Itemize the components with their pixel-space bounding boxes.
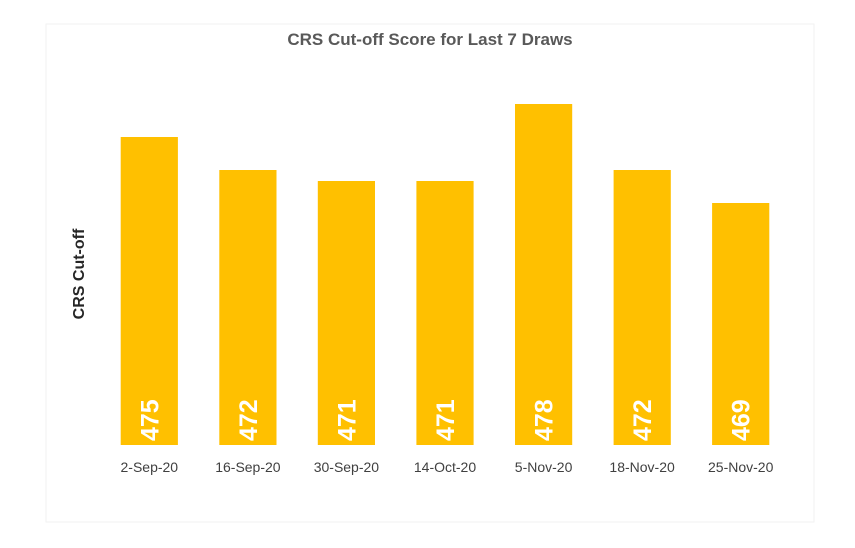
x-tick-label-5-Nov-20: 5-Nov-20 bbox=[515, 459, 573, 475]
data-labels: 475 472 471 471 478 472 469 bbox=[136, 399, 755, 441]
bar-18-Nov-20 bbox=[613, 170, 671, 445]
x-tick-label-16-Sep-20: 16-Sep-20 bbox=[215, 459, 281, 475]
bar-25-Nov-20 bbox=[712, 203, 770, 445]
data-label-14-Oct-20: 471 bbox=[432, 399, 460, 441]
x-axis-tick-labels: 2-Sep-20 16-Sep-20 30-Sep-20 14-Oct-20 5-Nov… bbox=[121, 459, 774, 475]
y-axis-label: CRS Cut-off bbox=[71, 228, 88, 319]
bars bbox=[120, 104, 770, 445]
chart-title: CRS Cut-off Score for Last 7 Draws bbox=[287, 30, 572, 49]
data-label-18-Nov-20: 472 bbox=[629, 399, 657, 441]
x-tick-label-18-Nov-20: 18-Nov-20 bbox=[609, 459, 675, 475]
x-tick-label-2-Sep-20: 2-Sep-20 bbox=[121, 459, 179, 475]
data-label-30-Sep-20: 471 bbox=[333, 399, 361, 441]
data-label-25-Nov-20: 469 bbox=[728, 399, 756, 441]
data-label-2-Sep-20: 475 bbox=[136, 399, 164, 441]
data-label-16-Sep-20: 472 bbox=[235, 399, 263, 441]
bar-2-Sep-20 bbox=[120, 137, 178, 445]
x-tick-label-14-Oct-20: 14-Oct-20 bbox=[414, 459, 476, 475]
x-tick-label-30-Sep-20: 30-Sep-20 bbox=[314, 459, 380, 475]
bar-5-Nov-20 bbox=[515, 104, 573, 445]
bar-14-Oct-20 bbox=[416, 181, 474, 445]
x-tick-label-25-Nov-20: 25-Nov-20 bbox=[708, 459, 774, 475]
data-label-5-Nov-20: 478 bbox=[531, 399, 559, 441]
plot-area-frame bbox=[45, 23, 815, 523]
bar-16-Sep-20 bbox=[219, 170, 277, 445]
bar-30-Sep-20 bbox=[317, 181, 375, 445]
